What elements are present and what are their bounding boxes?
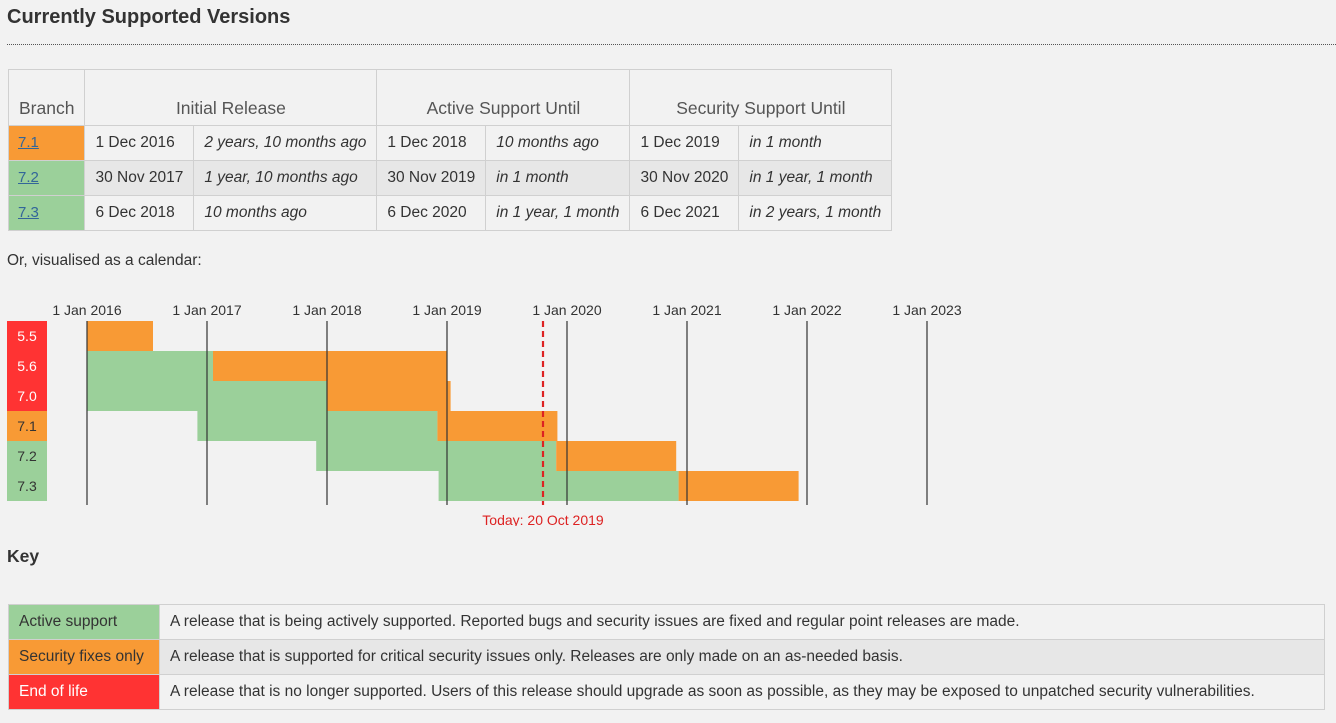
active-date: 30 Nov 2019 (376, 160, 487, 196)
key-description: A release that is being actively support… (159, 604, 1325, 640)
branch-cell: 7.1 (7, 125, 86, 161)
security-ago: in 2 years, 1 month (738, 195, 893, 231)
title-divider (7, 44, 1336, 45)
header-branch: Branch (7, 69, 86, 126)
initial-ago: 2 years, 10 months ago (193, 125, 378, 161)
year-label: 1 Jan 2023 (892, 302, 961, 318)
active-date: 1 Dec 2018 (376, 125, 487, 161)
key-row: End of life A release that is no longer … (8, 674, 1325, 710)
calendar-svg: 5.5 5.6 7.0 7.1 7.2 7.3 1 Jan 2016 1 Jan 2017 1 … (7, 302, 962, 528)
active-date: 6 Dec 2020 (376, 195, 487, 231)
security-support-bar (87, 321, 153, 351)
active-ago: 10 months ago (485, 125, 631, 161)
security-ago: in 1 year, 1 month (738, 160, 893, 196)
active-support-bar (438, 471, 679, 501)
branch-link[interactable]: 7.2 (18, 169, 39, 186)
branch-label: 7.0 (17, 388, 37, 404)
branch-cell: 7.2 (7, 160, 86, 196)
initial-date: 1 Dec 2016 (84, 125, 195, 161)
security-support-bar (213, 351, 447, 381)
year-label: 1 Jan 2020 (532, 302, 601, 318)
year-label: 1 Jan 2017 (172, 302, 241, 318)
security-ago: in 1 month (738, 125, 893, 161)
security-support-bar (556, 441, 677, 471)
initial-ago: 1 year, 10 months ago (193, 160, 378, 196)
key-heading: Key (7, 546, 40, 566)
initial-date: 6 Dec 2018 (84, 195, 195, 231)
branch-label: 7.2 (17, 448, 37, 464)
header-initial-release: Initial Release (84, 69, 378, 126)
key-table: Active support A release that is being a… (8, 604, 1325, 710)
table-row: 7.1 1 Dec 2016 2 years, 10 months ago 1 … (7, 125, 893, 161)
branch-label: 5.6 (17, 358, 37, 374)
initial-date: 30 Nov 2017 (84, 160, 195, 196)
table-header-row: Branch Initial Release Active Support Un… (7, 69, 893, 126)
page-title: Currently Supported Versions (7, 6, 291, 28)
security-date: 6 Dec 2021 (629, 195, 740, 231)
branch-label: 7.1 (17, 418, 37, 434)
header-security-support: Security Support Until (629, 69, 893, 126)
key-label-security: Security fixes only (8, 639, 160, 675)
key-row: Security fixes only A release that is su… (8, 639, 1325, 675)
branch-label-box (7, 321, 47, 351)
key-label-active: Active support (8, 604, 160, 640)
key-description: A release that is no longer supported. U… (159, 674, 1325, 710)
branch-label-box (7, 471, 47, 501)
branch-label-box (7, 441, 47, 471)
header-active-support: Active Support Until (376, 69, 631, 126)
branch-label-box (7, 351, 47, 381)
initial-ago: 10 months ago (193, 195, 378, 231)
branch-label-box (7, 381, 47, 411)
table-row: 7.2 30 Nov 2017 1 year, 10 months ago 30… (7, 160, 893, 196)
key-row: Active support A release that is being a… (8, 604, 1325, 640)
support-calendar: 5.5 5.6 7.0 7.1 7.2 7.3 1 Jan 2016 1 Jan 2017 1 … (0, 296, 1000, 528)
active-ago: in 1 month (485, 160, 631, 196)
branch-link[interactable]: 7.1 (18, 134, 39, 151)
security-support-bar (327, 381, 451, 411)
table-row: 7.3 6 Dec 2018 10 months ago 6 Dec 2020 … (7, 195, 893, 231)
security-date: 30 Nov 2020 (629, 160, 740, 196)
branch-label-box (7, 411, 47, 441)
key-description: A release that is supported for critical… (159, 639, 1325, 675)
branch-label: 5.5 (17, 328, 37, 344)
active-support-bar (316, 441, 557, 471)
branch-label: 7.3 (17, 478, 37, 494)
calendar-intro: Or, visualised as a calendar: (7, 252, 202, 269)
year-label: 1 Jan 2021 (652, 302, 721, 318)
active-support-bar (197, 411, 438, 441)
year-label: 1 Jan 2022 (772, 302, 841, 318)
branch-link[interactable]: 7.3 (18, 204, 39, 221)
today-label: Today: 20 Oct 2019 (482, 512, 604, 526)
key-label-eol: End of life (8, 674, 160, 710)
year-label: 1 Jan 2016 (52, 302, 121, 318)
year-label: 1 Jan 2019 (412, 302, 481, 318)
year-label: 1 Jan 2018 (292, 302, 361, 318)
security-support-bar (678, 471, 799, 501)
branch-cell: 7.3 (7, 195, 86, 231)
active-support-bar (87, 351, 213, 381)
security-date: 1 Dec 2019 (629, 125, 740, 161)
security-support-bar (437, 411, 558, 441)
active-ago: in 1 year, 1 month (485, 195, 631, 231)
supported-versions-table: Branch Initial Release Active Support Un… (7, 69, 893, 231)
